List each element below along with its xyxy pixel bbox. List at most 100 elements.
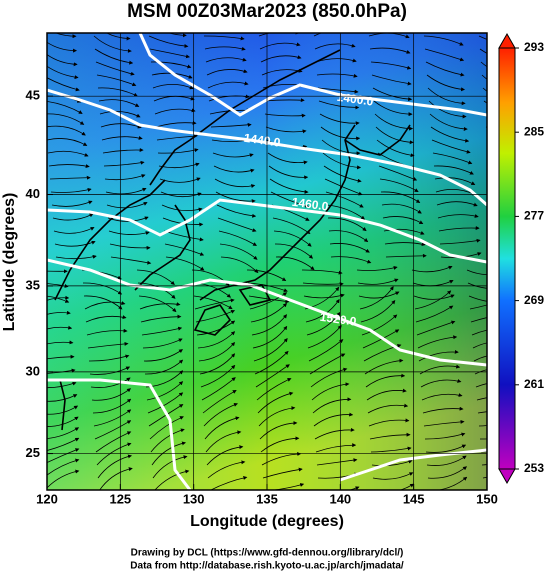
streamline [369,432,411,440]
streamline [147,392,184,414]
streamline [82,282,123,295]
streamline [105,33,131,41]
streamline [99,467,133,490]
streamline [213,165,255,173]
streamline [474,369,487,375]
streamline [84,301,126,310]
streamline [216,204,257,218]
streamline [47,340,74,345]
streamline [328,230,369,243]
streamline [429,113,468,131]
streamline [481,74,487,80]
streamline [47,416,79,427]
streamline [88,354,130,362]
streamline [471,329,487,336]
streamline [373,100,413,117]
grid [47,33,487,490]
streamline [427,87,466,106]
credit: Drawing by DCL (https://www.gfd-dennou.o… [131,548,404,559]
streamline [431,139,471,154]
streamline [167,33,187,38]
streamline [478,35,487,40]
x-tick-label: 125 [109,491,131,506]
streamline [93,35,132,53]
streamline [275,256,315,271]
streamline [399,483,415,490]
x-tick-label: 130 [183,491,205,506]
streamline [330,256,372,264]
streamline [250,302,288,323]
streamline [259,421,298,440]
streamline [367,403,409,414]
streamline [109,243,151,250]
streamline [479,48,487,54]
streamline [193,295,233,310]
streamline [50,187,92,193]
streamline [264,113,306,118]
streamline [98,99,140,107]
streamline [371,459,413,467]
streamline [262,467,303,479]
streamline [149,416,184,440]
streamline [436,201,478,207]
plot-area: 1400.0 1440.0 1460.0 1520.0 [47,33,487,490]
streamline [269,178,309,194]
streamline [421,393,463,401]
streamline [310,367,348,388]
contour-label: 1460.0 [291,195,330,214]
streamline [468,295,487,302]
streamline [104,174,146,181]
x-tick-label: 120 [36,491,58,506]
streamline [150,428,185,453]
streamline [47,354,75,360]
streamline [204,46,246,51]
streamline [165,256,205,271]
streamline [480,61,487,68]
streamline [384,242,426,247]
streamline [252,325,288,349]
streamline [83,295,123,310]
streamline [197,331,236,349]
streamline [215,191,256,204]
streamline [154,469,190,490]
streamline [199,353,236,375]
streamline [97,454,132,479]
streamline [274,243,313,259]
streamline [319,113,360,126]
streamline [481,464,487,466]
streamline [105,187,147,195]
streamline [154,108,196,115]
streamline [265,126,307,134]
colorbar-tick-label: 277 [524,209,544,223]
streamline [144,359,184,375]
streamline [433,165,474,175]
streamline [214,178,256,188]
streamline [47,295,70,303]
streamline [92,398,132,414]
streamline [205,430,242,453]
streamline [432,152,473,165]
streamline [47,368,76,374]
x-tick-label: 145 [403,491,425,506]
streamline [273,230,312,247]
streamline [103,160,145,167]
streamline [472,342,487,349]
x-tick-label: 135 [256,491,278,506]
streamline [258,406,296,427]
streamline [469,304,487,310]
streamline [47,269,68,274]
streamline [482,87,487,92]
streamline [370,61,412,70]
streamline [438,226,480,232]
streamline [321,139,361,156]
streamline [375,126,414,145]
streamline [200,364,236,388]
streamline [270,191,310,208]
streamline [268,165,309,180]
streamline [256,378,292,401]
streamline [155,120,197,128]
streamline [203,402,238,427]
streamline [416,320,456,336]
streamline [369,47,411,54]
streamline [251,314,288,336]
